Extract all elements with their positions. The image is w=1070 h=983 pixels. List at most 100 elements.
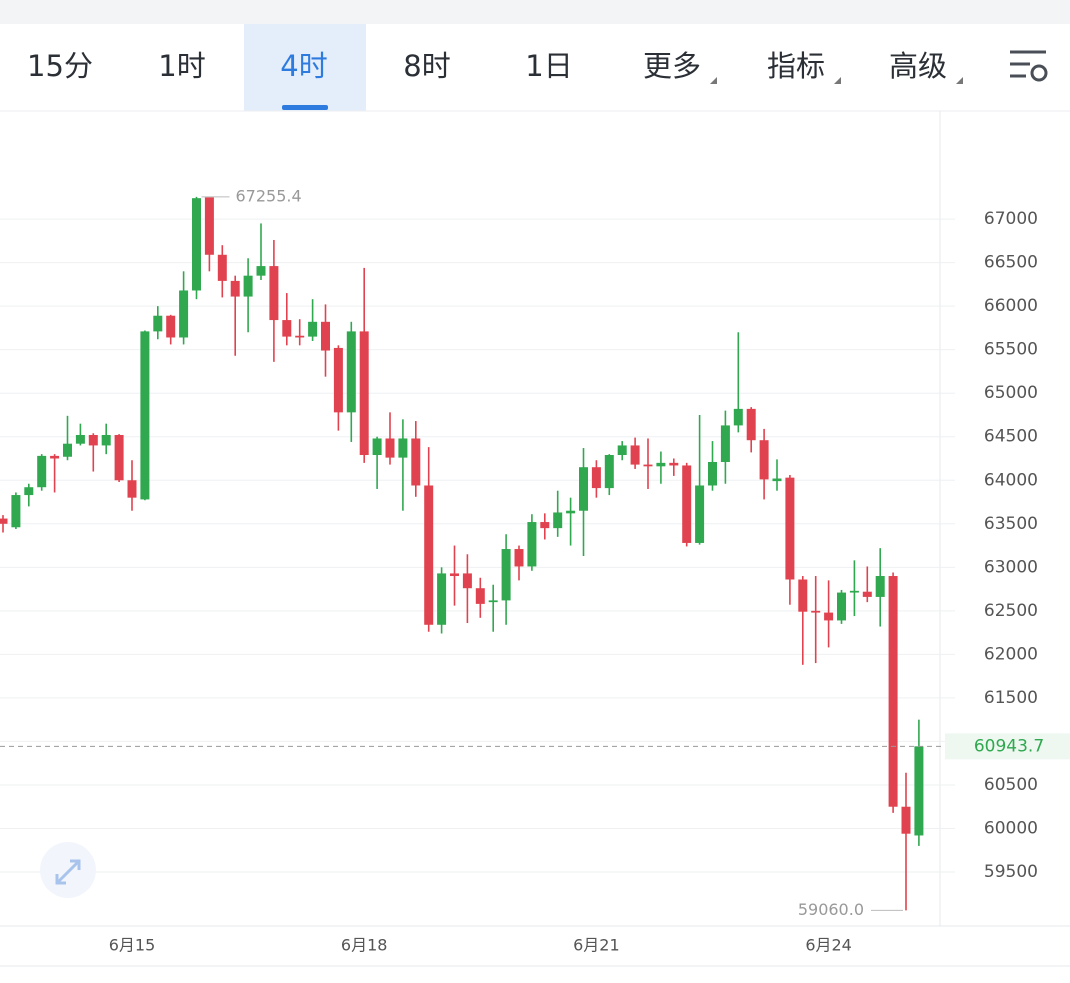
candle-body: [24, 487, 34, 496]
last-price-box: [945, 733, 1070, 760]
tab-bar: 15分 1时 4时 8时 1日 更多 指标 高级: [27, 49, 963, 84]
candle-body: [153, 315, 163, 332]
high-label: 67255.4: [236, 186, 302, 205]
y-tick-label: 63000: [984, 557, 1038, 577]
candle-body: [720, 425, 730, 462]
candle-body: [617, 445, 627, 456]
candle-body: [0, 518, 8, 524]
candle-body: [682, 465, 692, 543]
candle-body: [875, 576, 885, 597]
candle-body: [669, 462, 679, 466]
active-tab-bg: [244, 24, 366, 111]
candle-body: [708, 461, 717, 486]
candle-body: [540, 522, 550, 529]
expand-button[interactable]: [40, 842, 96, 898]
candle-body: [462, 573, 472, 589]
candle-body: [372, 438, 382, 456]
candle-body: [450, 573, 459, 577]
candle-body: [269, 266, 279, 321]
candle-body: [140, 331, 150, 500]
candle-body: [127, 480, 137, 498]
candle-body: [321, 321, 330, 351]
active-tab-underline: [282, 105, 328, 110]
candle-body: [75, 434, 85, 444]
x-tick-label: 6月24: [805, 936, 852, 955]
settings-icon[interactable]: [1010, 50, 1048, 82]
candle-body: [179, 290, 189, 338]
candle-body: [385, 438, 395, 458]
dropdown-caret: [956, 77, 963, 84]
y-tick-label: 66500: [984, 253, 1038, 273]
candle-body: [862, 591, 872, 597]
candle-body: [11, 495, 21, 528]
candle-body: [217, 254, 227, 281]
candle-body: [901, 806, 911, 834]
y-tick-label: 66000: [984, 296, 1038, 316]
y-tick-label: 65500: [984, 340, 1038, 360]
candle-body: [424, 485, 434, 625]
y-tick-label: 63500: [984, 514, 1038, 534]
candle-body: [256, 266, 266, 276]
candle-body: [849, 590, 859, 593]
candle-body: [604, 455, 614, 489]
candle-body: [579, 467, 588, 511]
y-tick-label: 59500: [984, 862, 1038, 882]
candle-body: [230, 280, 240, 297]
candle-body: [553, 512, 563, 529]
dropdown-caret: [834, 77, 841, 84]
candle-body: [398, 438, 408, 458]
y-tick-label: 60500: [984, 775, 1038, 795]
top-strip: [0, 0, 1070, 24]
y-tick-label: 67000: [984, 209, 1038, 229]
candle-body: [527, 522, 537, 567]
candle-body: [50, 455, 60, 459]
candle-body: [475, 588, 485, 604]
candle-body: [63, 443, 72, 457]
y-tick-label: 60000: [984, 818, 1038, 838]
candle-body: [101, 434, 111, 446]
candle-body: [204, 197, 214, 255]
candle-body: [566, 510, 576, 514]
candle-body: [888, 576, 898, 807]
tab[interactable]: 4时: [280, 49, 327, 83]
x-tick-label: 6月15: [109, 936, 156, 955]
candle-body: [411, 438, 421, 486]
tab[interactable]: 指标: [767, 49, 825, 83]
y-tick-label: 64000: [984, 470, 1038, 490]
chart: 5950060000605006100061500620006250063000…: [0, 186, 1070, 955]
tab[interactable]: 15分: [27, 49, 93, 83]
candle-body: [733, 408, 743, 426]
y-tick-label: 61500: [984, 688, 1038, 708]
tab[interactable]: 高级: [889, 49, 947, 83]
candle-body: [514, 549, 524, 567]
candle-body: [308, 321, 318, 337]
candle-body: [759, 440, 769, 480]
candle-body: [798, 579, 808, 612]
candle-body: [346, 331, 356, 413]
tab[interactable]: 更多: [643, 49, 701, 83]
candle-body: [243, 275, 253, 297]
low-label: 59060.0: [798, 900, 864, 919]
candle-body: [37, 455, 47, 488]
candle-body: [630, 445, 640, 465]
tab[interactable]: 8时: [403, 49, 450, 83]
tab[interactable]: 1时: [158, 49, 205, 83]
candle-body: [591, 467, 601, 489]
candle-body: [359, 331, 369, 456]
x-tick-label: 6月21: [573, 936, 620, 955]
candle-body: [501, 549, 511, 601]
candle-body: [656, 462, 666, 467]
y-tick-label: 64500: [984, 427, 1038, 447]
dropdown-caret: [710, 77, 717, 84]
candle-body: [785, 477, 795, 580]
candle-body: [192, 198, 201, 291]
candle-body: [166, 315, 176, 338]
candle-body: [88, 434, 98, 446]
candle-body: [114, 434, 124, 481]
candle-body: [824, 612, 834, 621]
tab[interactable]: 1日: [525, 49, 572, 83]
candle-body: [488, 600, 498, 603]
candle-body: [837, 592, 846, 621]
